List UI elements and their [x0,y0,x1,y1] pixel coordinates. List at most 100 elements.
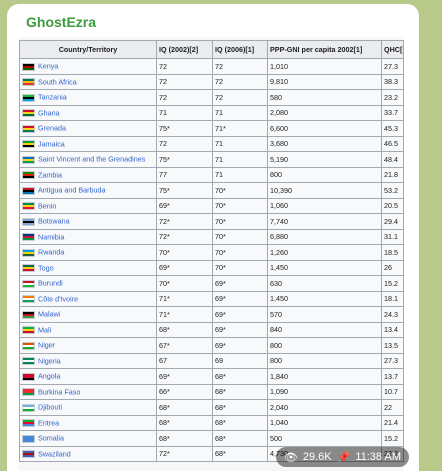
header-iq2002[interactable]: IQ (2002)[2] [156,40,213,59]
table-row: Burkina Faso 66* 68* 1,090 10.7 [19,383,404,400]
cell-iq2002: 66* [156,383,213,400]
flag-icon [22,248,35,257]
country-link[interactable]: Rwanda [38,248,65,258]
country-link[interactable]: Tanzania [38,93,67,103]
cell-iq2006: 70* [212,228,268,245]
country-link[interactable]: Burkina Faso [38,387,81,397]
table-row: Mali 68* 69* 840 13.4 [19,321,404,338]
cell-iq2002: 75* [156,151,213,168]
cell-qhc: 27.3 [381,352,404,369]
country-link[interactable]: Zambia [38,170,62,180]
country-link[interactable]: Niger [38,341,56,351]
country-link[interactable]: Benin [38,201,57,211]
cell-iq2006: 70* [212,213,268,230]
cell-country: Benin [19,197,157,214]
cell-ppp: 800 [267,166,382,183]
flag-icon [22,109,35,118]
cell-ppp: 800 [267,337,382,354]
cell-qhc: 13.5 [381,337,404,354]
cell-ppp: 1,040 [267,414,382,431]
cell-iq2002: 71* [156,290,213,307]
shared-screenshot[interactable]: Country/Territory IQ (2002)[2] IQ (2006)… [19,37,404,471]
cell-ppp: 2,080 [267,104,382,121]
cell-country: Grenada [19,120,157,137]
country-link[interactable]: Ghana [38,108,60,118]
flag-icon [22,202,35,211]
country-link[interactable]: Côte d'Ivoire [38,294,79,304]
country-link[interactable]: Djibouti [38,403,62,413]
cell-country: Djibouti [19,399,157,416]
cell-iq2002: 67 [156,352,213,369]
country-link[interactable]: South Africa [38,77,77,87]
flag-icon [22,326,35,335]
cell-country: Somalia [19,430,157,447]
flag-icon [22,186,35,195]
cell-iq2006: 69 [212,352,268,369]
cell-qhc: 13.7 [381,368,404,385]
iq-table: Country/Territory IQ (2002)[2] IQ (2006)… [19,40,404,462]
country-link[interactable]: Saint Vincent and the Grenadines [38,155,146,165]
cell-country: Nigeria [19,352,157,369]
cell-country: Zambia [19,166,157,183]
cell-qhc: 27.3 [381,58,404,75]
cell-iq2006: 70* [212,197,268,214]
cell-iq2002: 68* [156,399,213,416]
flag-icon [22,62,35,71]
header-ppp[interactable]: PPP-GNI per capita 2002[1] [267,40,382,59]
country-link[interactable]: Antigua and Barbuda [38,186,106,196]
header-qhc[interactable]: QHC[1] [381,40,404,59]
cell-country: Eritrea [19,414,157,431]
country-link[interactable]: Nigeria [38,356,61,366]
cell-iq2006: 68* [212,383,268,400]
table-row: Niger 67* 69* 800 13.5 [19,337,404,354]
table-row: Swaziland 72* 68* 4,730 22.2 [19,445,404,462]
cell-qhc: 21.4 [381,414,404,431]
cell-iq2002: 72* [156,228,213,245]
cell-iq2006: 72 [212,73,268,90]
table-row: Djibouti 68* 68* 2,040 22 [19,399,404,416]
cell-qhc: 15.2 [381,430,404,447]
cell-country: Niger [19,337,157,354]
cell-iq2002: 68* [156,414,213,431]
cell-qhc: 13.4 [381,321,404,338]
country-link[interactable]: Swaziland [38,449,71,459]
header-country[interactable]: Country/Territory [19,40,157,59]
cell-iq2002: 72 [156,73,213,90]
country-link[interactable]: Burundi [38,279,63,289]
country-link[interactable]: Togo [38,263,54,273]
cell-country: Kenya [19,58,157,75]
cell-iq2006: 70* [212,259,268,276]
country-link[interactable]: Kenya [38,62,59,72]
cell-iq2002: 68* [156,430,213,447]
cell-iq2006: 68* [212,430,268,447]
flag-icon [22,233,35,242]
country-link[interactable]: Jamaica [38,139,65,149]
country-link[interactable]: Eritrea [38,418,60,428]
cell-qhc: 38.3 [381,73,404,90]
country-link[interactable]: Namibia [38,232,65,242]
country-link[interactable]: Grenada [38,124,66,134]
country-link[interactable]: Malawi [38,310,61,320]
cell-ppp: 800 [267,352,382,369]
cell-qhc: 33.7 [381,104,404,121]
cell-country: Swaziland [19,445,157,462]
country-link[interactable]: Angola [38,372,61,382]
header-iq2006[interactable]: IQ (2006)[1] [212,40,268,59]
cell-ppp: 5,190 [267,151,382,168]
flag-icon [22,310,35,319]
country-link[interactable]: Botswana [38,217,70,227]
table-row: Tanzania 72 72 580 23.2 [19,89,404,106]
country-link[interactable]: Mali [38,325,52,335]
table-row: Botswana 72* 70* 7,740 29.4 [19,213,404,230]
cell-iq2002: 67* [156,337,213,354]
flag-icon [22,264,35,273]
cell-iq2002: 70* [156,244,213,261]
table-row: Kenya 72 72 1,010 27.3 [19,58,404,75]
cell-country: Jamaica [19,135,157,152]
table-body: Kenya 72 72 1,010 27.3 South Africa 72 72 9,810 3… [19,58,404,462]
cell-country: Antigua and Barbuda [19,182,157,199]
country-link[interactable]: Somalia [38,434,64,444]
cell-country: Togo [19,259,157,276]
table-header-row: Country/Territory IQ (2002)[2] IQ (2006)… [19,40,404,59]
message-author[interactable]: GhostEzra [26,14,97,30]
